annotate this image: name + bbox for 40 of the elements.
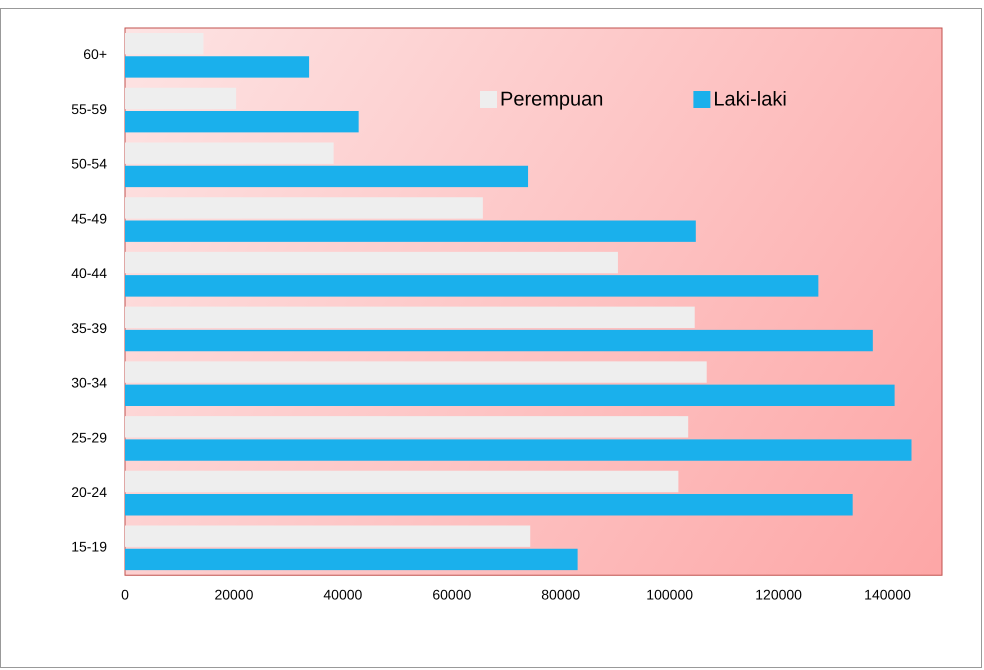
y-tick-label: 15-19	[71, 538, 108, 555]
x-tick-label: 140000	[864, 586, 912, 602]
y-tick-label: 55-59	[71, 100, 108, 117]
y-tick-label: 20-24	[71, 484, 108, 500]
bar	[125, 33, 204, 54]
bar	[125, 548, 578, 570]
x-tick-label: 20000	[214, 586, 254, 602]
y-tick-label: 35-39	[71, 320, 108, 336]
y-tick-label: 45-49	[71, 210, 108, 226]
bar	[125, 306, 695, 328]
y-tick-label: 50-54	[71, 156, 108, 172]
x-tick-label: 120000	[755, 586, 802, 602]
x-tick-label: 80000	[541, 586, 580, 602]
bar	[125, 111, 359, 132]
bar	[125, 361, 707, 383]
bar	[125, 439, 912, 461]
x-tick-label: 0	[121, 586, 130, 602]
y-tick-label: 25-29	[71, 429, 108, 446]
bar	[125, 88, 236, 110]
bar	[125, 142, 334, 164]
bar	[125, 166, 528, 188]
y-tick-label: 60+	[83, 46, 107, 62]
bar	[125, 252, 618, 274]
bar	[125, 197, 483, 219]
legend-label: Laki-laki	[713, 88, 787, 111]
bar	[125, 330, 873, 352]
bar	[125, 56, 310, 78]
legend-label: Perempuan	[500, 88, 604, 111]
x-tick-label: 40000	[323, 586, 363, 602]
y-tick-label: 40-44	[71, 265, 108, 282]
y-tick-label: 30-34	[71, 374, 108, 391]
bar	[125, 526, 530, 547]
bar	[125, 384, 895, 406]
bar	[125, 494, 853, 516]
bar	[125, 220, 696, 242]
x-tick-label: 60000	[432, 586, 472, 602]
bar	[125, 275, 818, 297]
bar	[125, 470, 678, 492]
bar	[125, 416, 688, 438]
x-tick-label: 100000	[646, 586, 694, 602]
